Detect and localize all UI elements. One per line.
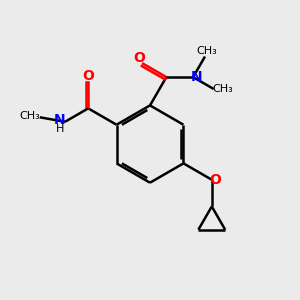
Text: CH₃: CH₃: [19, 111, 40, 121]
Text: CH₃: CH₃: [196, 46, 217, 56]
Text: N: N: [54, 113, 65, 127]
Text: CH₃: CH₃: [213, 84, 234, 94]
Text: H: H: [56, 124, 64, 134]
Text: O: O: [210, 173, 222, 187]
Text: O: O: [82, 69, 94, 83]
Text: O: O: [134, 51, 146, 65]
Text: N: N: [191, 70, 203, 84]
